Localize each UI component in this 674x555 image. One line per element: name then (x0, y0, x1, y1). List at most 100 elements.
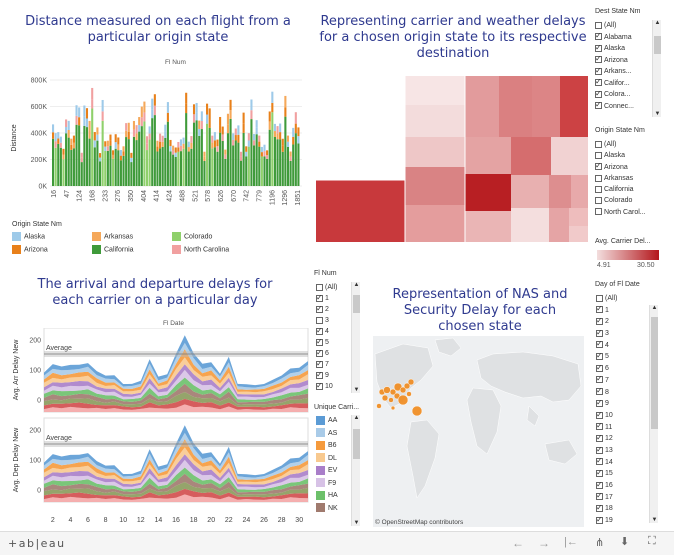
distance-bar[interactable] (93, 140, 96, 148)
distance-bar[interactable] (164, 131, 167, 138)
distance-bar[interactable] (271, 91, 274, 103)
filter-option[interactable]: 5 (596, 351, 651, 363)
filter-option[interactable]: 9 (316, 370, 361, 381)
distance-bar[interactable] (67, 120, 70, 130)
distance-bar[interactable] (106, 146, 109, 151)
checkbox[interactable] (316, 370, 323, 380)
distance-bar[interactable] (151, 118, 154, 186)
filter-option[interactable]: 9 (596, 398, 651, 410)
checkbox[interactable] (596, 445, 603, 455)
distance-bar[interactable] (192, 122, 196, 186)
distance-bar[interactable] (234, 140, 237, 186)
filter-option[interactable]: (All) (596, 293, 651, 305)
filter-option[interactable]: 7 (316, 359, 361, 370)
filter-option[interactable]: 3 (596, 328, 651, 340)
distance-bar[interactable] (174, 156, 177, 186)
distance-bar[interactable] (125, 137, 128, 186)
filter-option[interactable]: Arkansas (595, 173, 670, 184)
distance-bar[interactable] (239, 151, 243, 157)
distance-bar[interactable] (284, 95, 287, 108)
distance-bar[interactable] (179, 139, 183, 146)
distance-bar[interactable] (190, 136, 193, 143)
treemap-cell[interactable] (465, 211, 511, 242)
distance-bar[interactable] (216, 139, 219, 147)
filter-option[interactable]: Alabama (595, 32, 661, 44)
treemap-cell[interactable] (532, 76, 560, 137)
treemap-cell[interactable] (465, 137, 511, 174)
filter-option[interactable]: 15 (596, 468, 651, 480)
filter-option[interactable]: 11 (596, 422, 651, 434)
distance-bar[interactable] (132, 136, 136, 186)
distance-bar[interactable] (266, 150, 269, 156)
distance-bar[interactable] (297, 127, 300, 137)
distance-bar[interactable] (114, 134, 117, 143)
distance-bar[interactable] (221, 140, 224, 186)
distance-bar[interactable] (268, 121, 271, 130)
distance-bar[interactable] (281, 145, 284, 152)
filter-option[interactable]: 1 (316, 293, 361, 304)
distance-bar[interactable] (213, 132, 216, 141)
distance-bar[interactable] (286, 146, 290, 186)
distance-bar[interactable] (122, 155, 125, 186)
distance-bar[interactable] (206, 103, 209, 115)
distance-bar[interactable] (169, 139, 172, 147)
carrier-area[interactable] (44, 467, 308, 493)
distance-bar[interactable] (208, 119, 211, 128)
checkbox[interactable] (595, 208, 602, 216)
distance-bar[interactable] (187, 147, 190, 152)
distance-bar[interactable] (247, 146, 250, 186)
fullscreen-icon[interactable]: ⛶ (648, 535, 656, 547)
legend-item[interactable]: Colorado (172, 232, 212, 241)
distance-bar[interactable] (250, 119, 253, 186)
checkbox[interactable] (596, 328, 603, 338)
distance-bar[interactable] (75, 105, 78, 116)
distance-bar[interactable] (234, 135, 237, 141)
treemap-cell[interactable] (511, 137, 551, 175)
distance-bar[interactable] (211, 135, 214, 143)
distance-bar[interactable] (187, 141, 190, 148)
distance-bar[interactable] (203, 151, 206, 157)
distance-bar[interactable] (253, 140, 256, 146)
distance-bar[interactable] (161, 146, 164, 186)
distance-bar[interactable] (75, 124, 78, 186)
distance-bar[interactable] (229, 99, 232, 111)
distance-bar[interactable] (78, 125, 81, 186)
checkbox[interactable] (316, 381, 323, 391)
distance-bar[interactable] (52, 132, 55, 139)
distance-bar[interactable] (169, 146, 172, 152)
distance-bar[interactable] (62, 154, 65, 160)
distance-bar[interactable] (54, 141, 57, 148)
distance-bar[interactable] (114, 148, 117, 186)
distance-bar[interactable] (219, 132, 222, 186)
distance-bar[interactable] (242, 132, 245, 186)
distance-bar[interactable] (106, 140, 109, 147)
checkbox[interactable] (595, 32, 602, 42)
distance-bar[interactable] (78, 107, 81, 118)
carrier-legend-item[interactable]: AA (316, 415, 362, 428)
scroll-down-icon[interactable]: ▼ (654, 111, 661, 117)
carrier-area[interactable] (44, 383, 308, 405)
distance-bar[interactable] (114, 142, 117, 149)
distance-bar[interactable] (245, 156, 248, 186)
distance-bar[interactable] (258, 146, 261, 186)
distance-bar[interactable] (130, 162, 133, 186)
distance-bar[interactable] (192, 104, 196, 115)
distance-bar[interactable] (179, 145, 183, 152)
distance-bar[interactable] (242, 123, 245, 133)
legend-item[interactable]: Arizona (12, 245, 48, 254)
filter-option[interactable]: 14 (596, 457, 651, 469)
treemap-cell[interactable] (499, 76, 532, 137)
distance-bar[interactable] (279, 139, 282, 186)
legend-item[interactable]: Alaska (12, 232, 45, 241)
filter-option[interactable]: 2 (596, 316, 651, 328)
distance-bar[interactable] (130, 157, 133, 163)
treemap-cell[interactable] (465, 174, 511, 211)
distance-bar[interactable] (132, 120, 136, 130)
treemap-cell[interactable] (569, 226, 588, 242)
distance-bar[interactable] (292, 136, 295, 145)
carrier-area[interactable] (44, 392, 308, 408)
checkbox[interactable] (596, 457, 603, 467)
distance-bar[interactable] (148, 126, 151, 134)
distance-bar[interactable] (101, 99, 104, 112)
checkbox[interactable] (595, 185, 602, 193)
